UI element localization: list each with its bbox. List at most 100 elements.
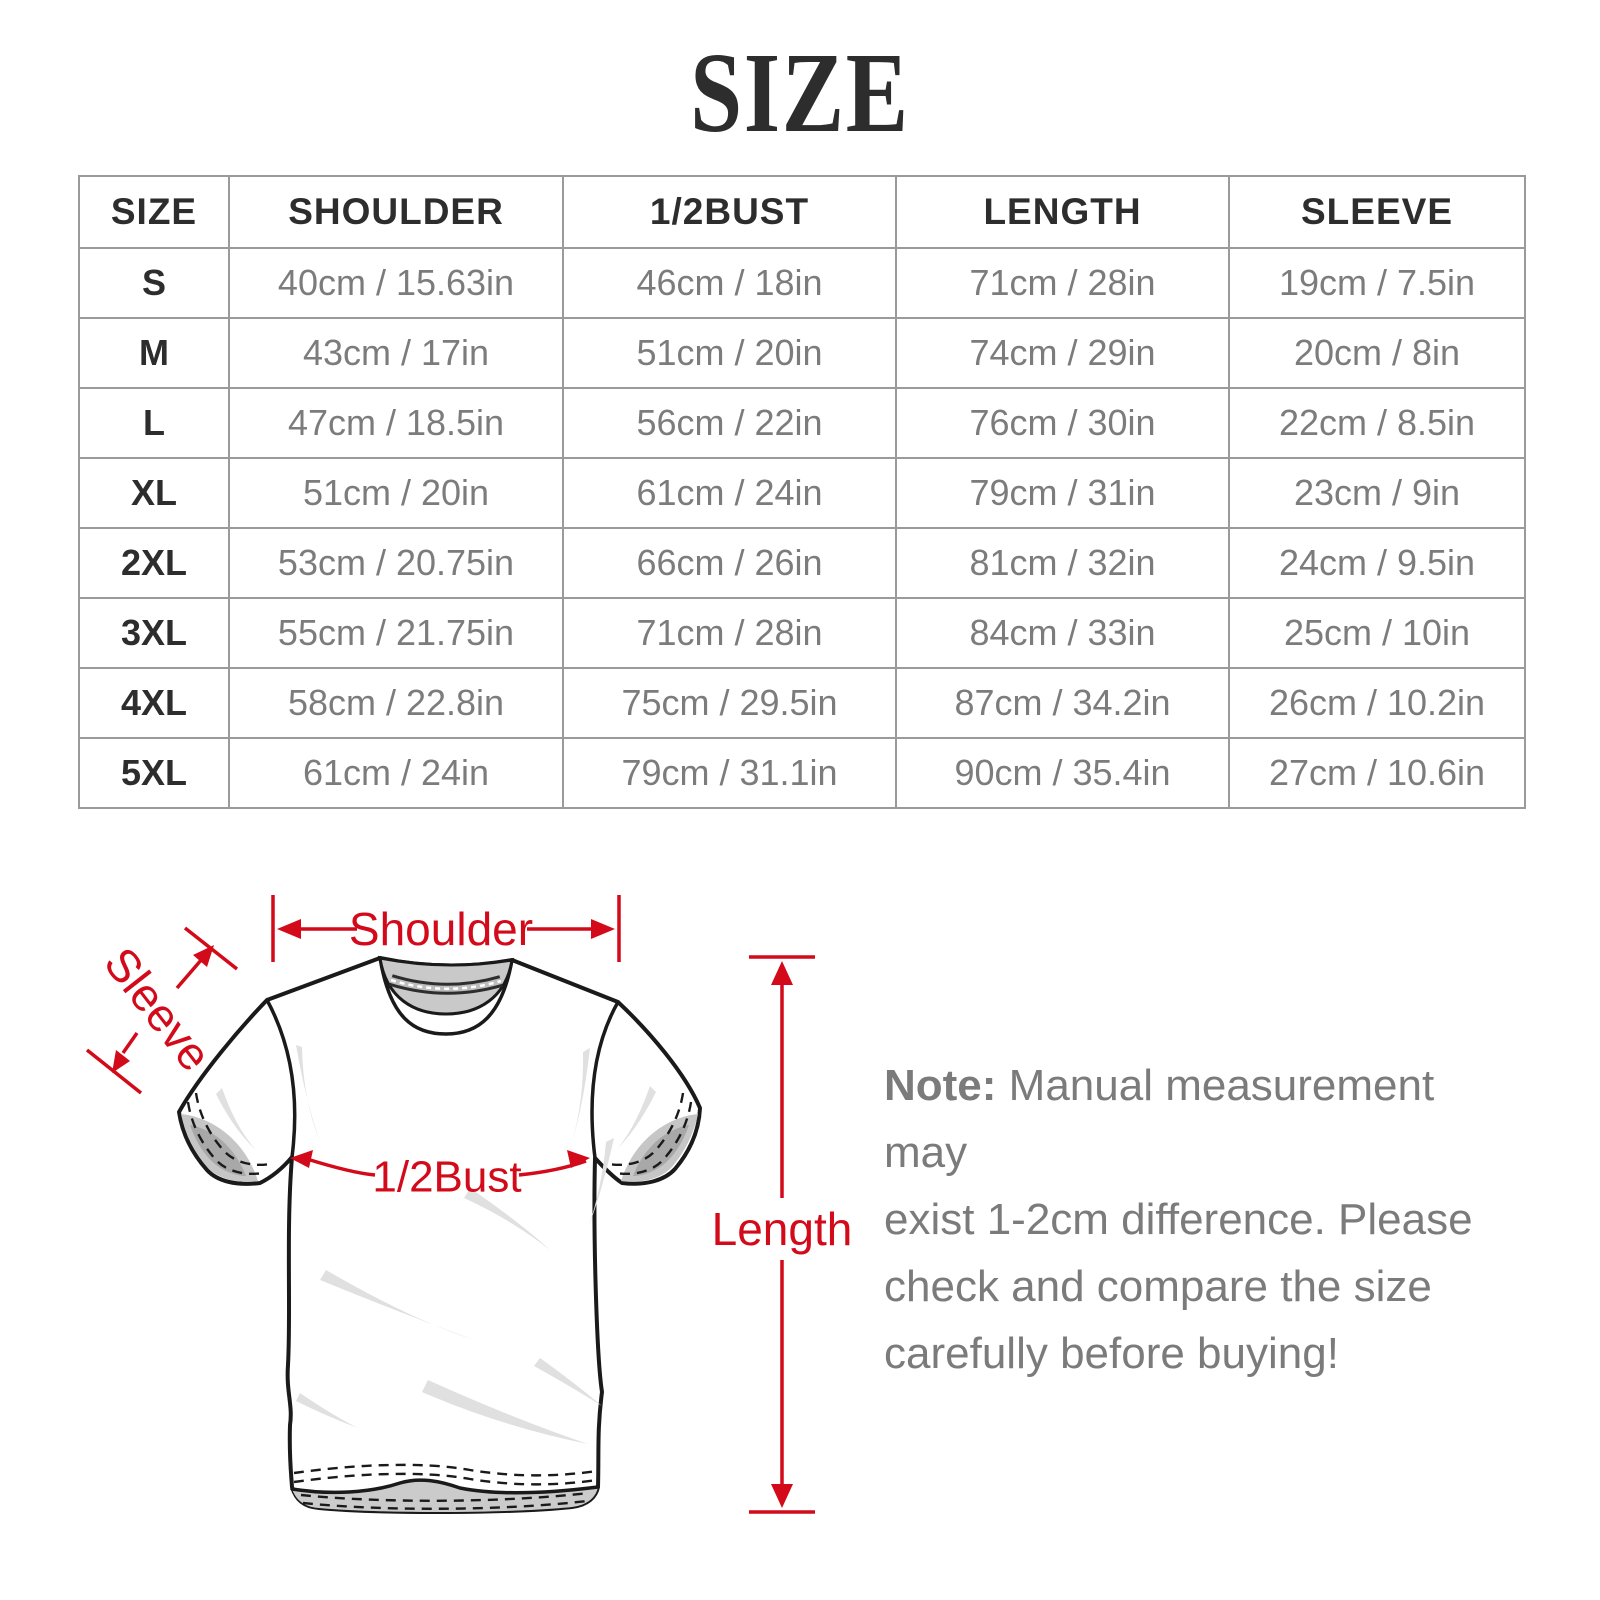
shoulder-value: 55cm / 21.75in [228,597,564,669]
bust-value: 66cm / 26in [562,527,897,599]
shoulder-value: 58cm / 22.8in [228,667,564,739]
size-label: M [78,317,230,389]
cuff-inside-left-shadow [190,1125,246,1176]
col-header-shoulder: SHOULDER [228,175,564,249]
size-label: XL [78,457,230,529]
length-value: 84cm / 33in [895,597,1230,669]
wrinkle [422,1380,588,1444]
wrinkle [296,1393,358,1428]
shoulder-arrowhead-right [591,919,615,939]
bust-arrowhead-right [567,1150,590,1168]
length-value: 74cm / 29in [895,317,1230,389]
note-line: Note: Manual measurement may [884,1061,1435,1177]
col-header-sleeve: SLEEVE [1228,175,1526,249]
length-value: 81cm / 32in [895,527,1230,599]
length-value: 71cm / 28in [895,247,1230,319]
col-header-length: LENGTH [895,175,1230,249]
hem-stitch [300,1491,590,1502]
tshirt-measurement-diagram: Shoulder Sleeve 1/2Bust Length [85,895,853,1515]
sleeve-arrowhead-top [193,945,214,967]
page-title-wrap: SIZE [0,36,1600,150]
note-line: check and compare the size [884,1262,1432,1311]
length-value: 90cm / 35.4in [895,737,1230,809]
length-arrowhead-bottom [771,1484,793,1508]
length-value: 79cm / 31in [895,457,1230,529]
bust-value: 61cm / 24in [562,457,897,529]
sleeve-arrow-line-bottom [121,1031,139,1055]
bust-value: 51cm / 20in [562,317,897,389]
table-row: 4XL 58cm / 22.8in 75cm / 29.5in 87cm / 3… [78,667,1526,739]
tshirt-body [177,956,702,1515]
bust-value: 71cm / 28in [562,597,897,669]
sleeve-value: 26cm / 10.2in [1228,667,1526,739]
wrinkle [572,1048,590,1142]
bust-arrowhead-left [290,1150,313,1168]
size-label: 5XL [78,737,230,809]
cuff-stitch-right [608,1092,685,1166]
armhole-seam-right [590,1000,620,1160]
table-row: L 47cm / 18.5in 56cm / 22in 76cm / 30in … [78,387,1526,459]
note-label: Note: [884,1061,997,1110]
table-row: 2XL 53cm / 20.75in 66cm / 26in 81cm / 32… [78,527,1526,599]
size-label: L [78,387,230,459]
hem-fold-line [290,1478,600,1495]
sleeve-value: 25cm / 10in [1228,597,1526,669]
cuff-stitch-left [186,1101,265,1175]
table-header-row: SIZE SHOULDER 1/2BUST LENGTH SLEEVE [78,175,1526,249]
bust-label: 1/2Bust [372,1153,521,1202]
length-value: 87cm / 34.2in [895,667,1230,739]
shoulder-label: Shoulder [349,903,533,955]
shoulder-value: 47cm / 18.5in [228,387,564,459]
shoulder-value: 43cm / 17in [228,317,564,389]
bust-value: 75cm / 29.5in [562,667,897,739]
sleeve-value: 23cm / 9in [1228,457,1526,529]
size-label: 4XL [78,667,230,739]
length-label: Length [712,1203,853,1255]
collar-tape-zigzag [390,978,502,990]
sleeve-value: 27cm / 10.6in [1228,737,1526,809]
sleeve-value: 24cm / 9.5in [1228,527,1526,599]
shoulder-value: 40cm / 15.63in [228,247,564,319]
cuff-inside-right-shadow [633,1125,689,1176]
wrinkle [464,1188,550,1250]
table-row: M 43cm / 17in 51cm / 20in 74cm / 29in 20… [78,317,1526,389]
hem-fold [292,1480,598,1513]
col-header-size: SIZE [78,175,230,249]
measurement-note: Note: Manual measurement may exist 1-2cm… [884,1052,1524,1387]
size-table: SIZE SHOULDER 1/2BUST LENGTH SLEEVE S 40… [78,175,1526,809]
shoulder-arrowhead-left [277,919,301,939]
table-row: 5XL 61cm / 24in 79cm / 31.1in 90cm / 35.… [78,737,1526,809]
table-row: 3XL 55cm / 21.75in 71cm / 28in 84cm / 33… [78,597,1526,669]
size-label: 2XL [78,527,230,599]
wrinkle [588,1138,614,1228]
table-row: S 40cm / 15.63in 46cm / 18in 71cm / 28in… [78,247,1526,319]
bust-value: 46cm / 18in [562,247,897,319]
shoulder-value: 53cm / 20.75in [228,527,564,599]
sleeve-arrowhead-bottom [112,1050,130,1073]
sleeve-value: 19cm / 7.5in [1228,247,1526,319]
hem-stitch [293,1472,598,1486]
note-line: exist 1-2cm difference. Please [884,1195,1473,1244]
hem-stitch [293,1463,598,1477]
bust-value: 56cm / 22in [562,387,897,459]
note-line: carefully before buying! [884,1329,1339,1378]
sleeve-value: 22cm / 8.5in [1228,387,1526,459]
wrinkle [534,1358,602,1406]
length-arrowhead-top [771,961,793,985]
size-label: S [78,247,230,319]
armhole-seam-left [265,998,297,1159]
page-title: SIZE [690,29,910,156]
wrinkle [618,1086,656,1148]
hem-stitch [302,1499,588,1510]
sleeve-arrow-line-top [175,957,204,990]
cuff-stitch-right [614,1101,693,1175]
sleeve-value: 20cm / 8in [1228,317,1526,389]
cuff-stitch-left [194,1092,271,1166]
length-value: 76cm / 30in [895,387,1230,459]
bust-arrow-curve-left [306,1157,376,1177]
bust-value: 79cm / 31.1in [562,737,897,809]
table-row: XL 51cm / 20in 61cm / 24in 79cm / 31in 2… [78,457,1526,529]
wrinkle [216,1088,256,1150]
wrinkle [296,1045,320,1142]
